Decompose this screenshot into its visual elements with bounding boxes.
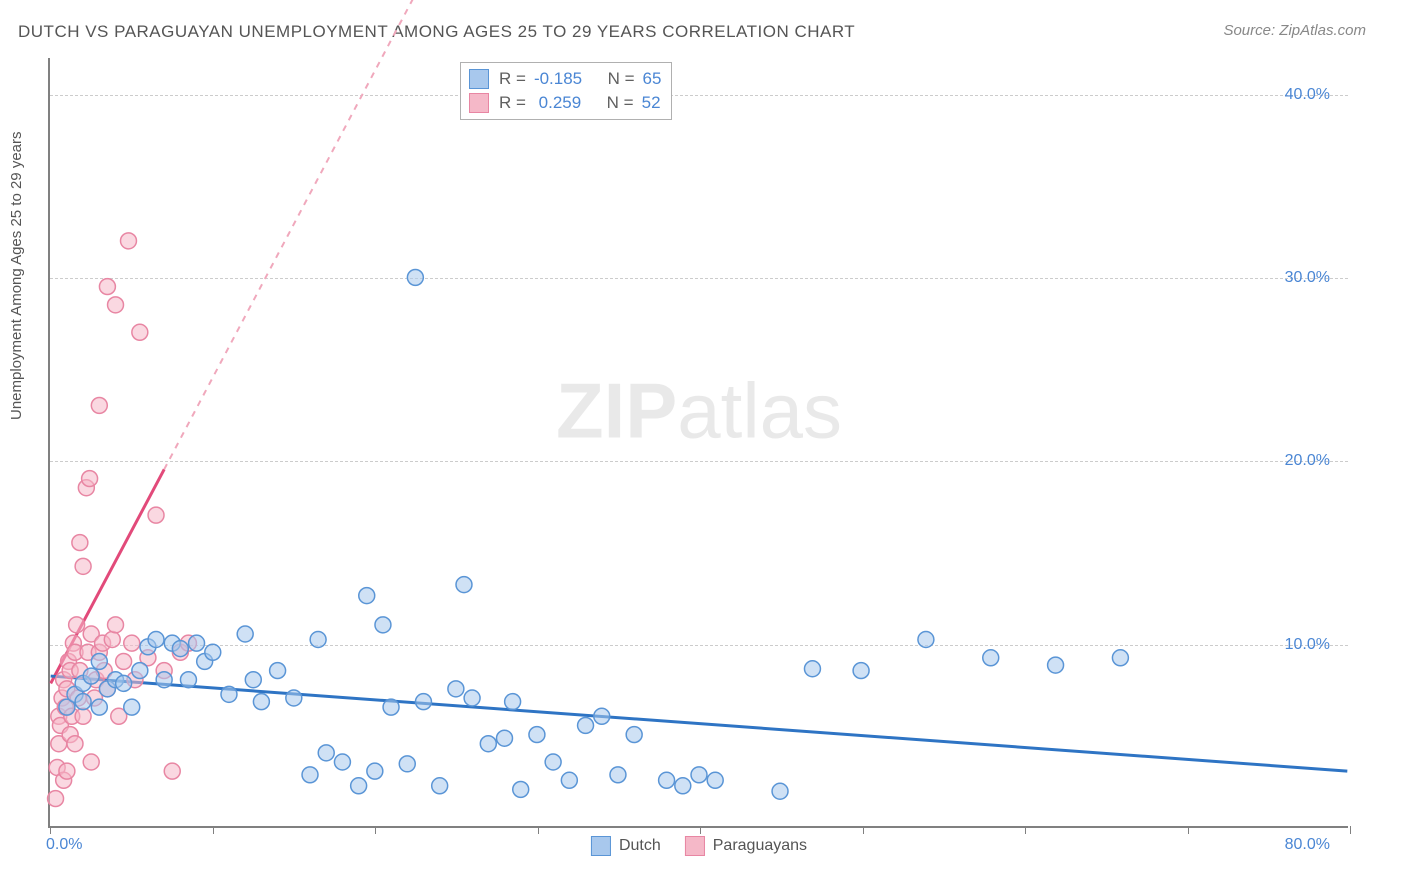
x-tick — [50, 826, 51, 834]
source-attribution: Source: ZipAtlas.com — [1223, 22, 1366, 39]
y-tick-label: 10.0% — [1285, 636, 1330, 654]
r-label: R = — [499, 67, 526, 91]
swatch-paraguayans — [469, 93, 489, 113]
swatch-paraguayans-bottom — [685, 836, 705, 856]
legend-item-paraguayans: Paraguayans — [685, 836, 807, 856]
chart-title: DUTCH VS PARAGUAYAN UNEMPLOYMENT AMONG A… — [18, 22, 855, 42]
x-tick-max: 80.0% — [1285, 836, 1330, 854]
swatch-dutch — [469, 69, 489, 89]
chart-svg — [50, 58, 1348, 826]
correlation-legend: R = -0.185 N = 65 R = 0.259 N = 52 — [460, 62, 672, 120]
legend-label-paraguayans: Paraguayans — [713, 837, 807, 855]
x-tick — [213, 826, 214, 834]
n-value-dutch: 65 — [643, 67, 662, 91]
x-tick — [1350, 826, 1351, 834]
legend-item-dutch: Dutch — [591, 836, 661, 856]
x-tick — [1188, 826, 1189, 834]
x-tick — [700, 826, 701, 834]
y-axis-label: Unemployment Among Ages 25 to 29 years — [8, 131, 25, 420]
n-label: N = — [607, 91, 634, 115]
y-tick-label: 30.0% — [1285, 269, 1330, 287]
x-tick-min: 0.0% — [46, 836, 82, 854]
y-tick-label: 20.0% — [1285, 452, 1330, 470]
y-tick-label: 40.0% — [1285, 86, 1330, 104]
x-tick — [863, 826, 864, 834]
plot-area: ZIPatlas R = -0.185 N = 65 R = 0.259 N =… — [48, 58, 1348, 828]
r-value-dutch: -0.185 — [534, 67, 582, 91]
x-tick — [538, 826, 539, 834]
swatch-dutch-bottom — [591, 836, 611, 856]
x-tick — [375, 826, 376, 834]
n-value-paraguayans: 52 — [642, 91, 661, 115]
r-value-paraguayans: 0.259 — [534, 91, 581, 115]
r-label: R = — [499, 91, 526, 115]
n-label: N = — [608, 67, 635, 91]
legend-label-dutch: Dutch — [619, 837, 661, 855]
legend-row-paraguayans: R = 0.259 N = 52 — [469, 91, 661, 115]
legend-row-dutch: R = -0.185 N = 65 — [469, 67, 661, 91]
x-tick — [1025, 826, 1026, 834]
series-legend: Dutch Paraguayans — [591, 836, 807, 856]
